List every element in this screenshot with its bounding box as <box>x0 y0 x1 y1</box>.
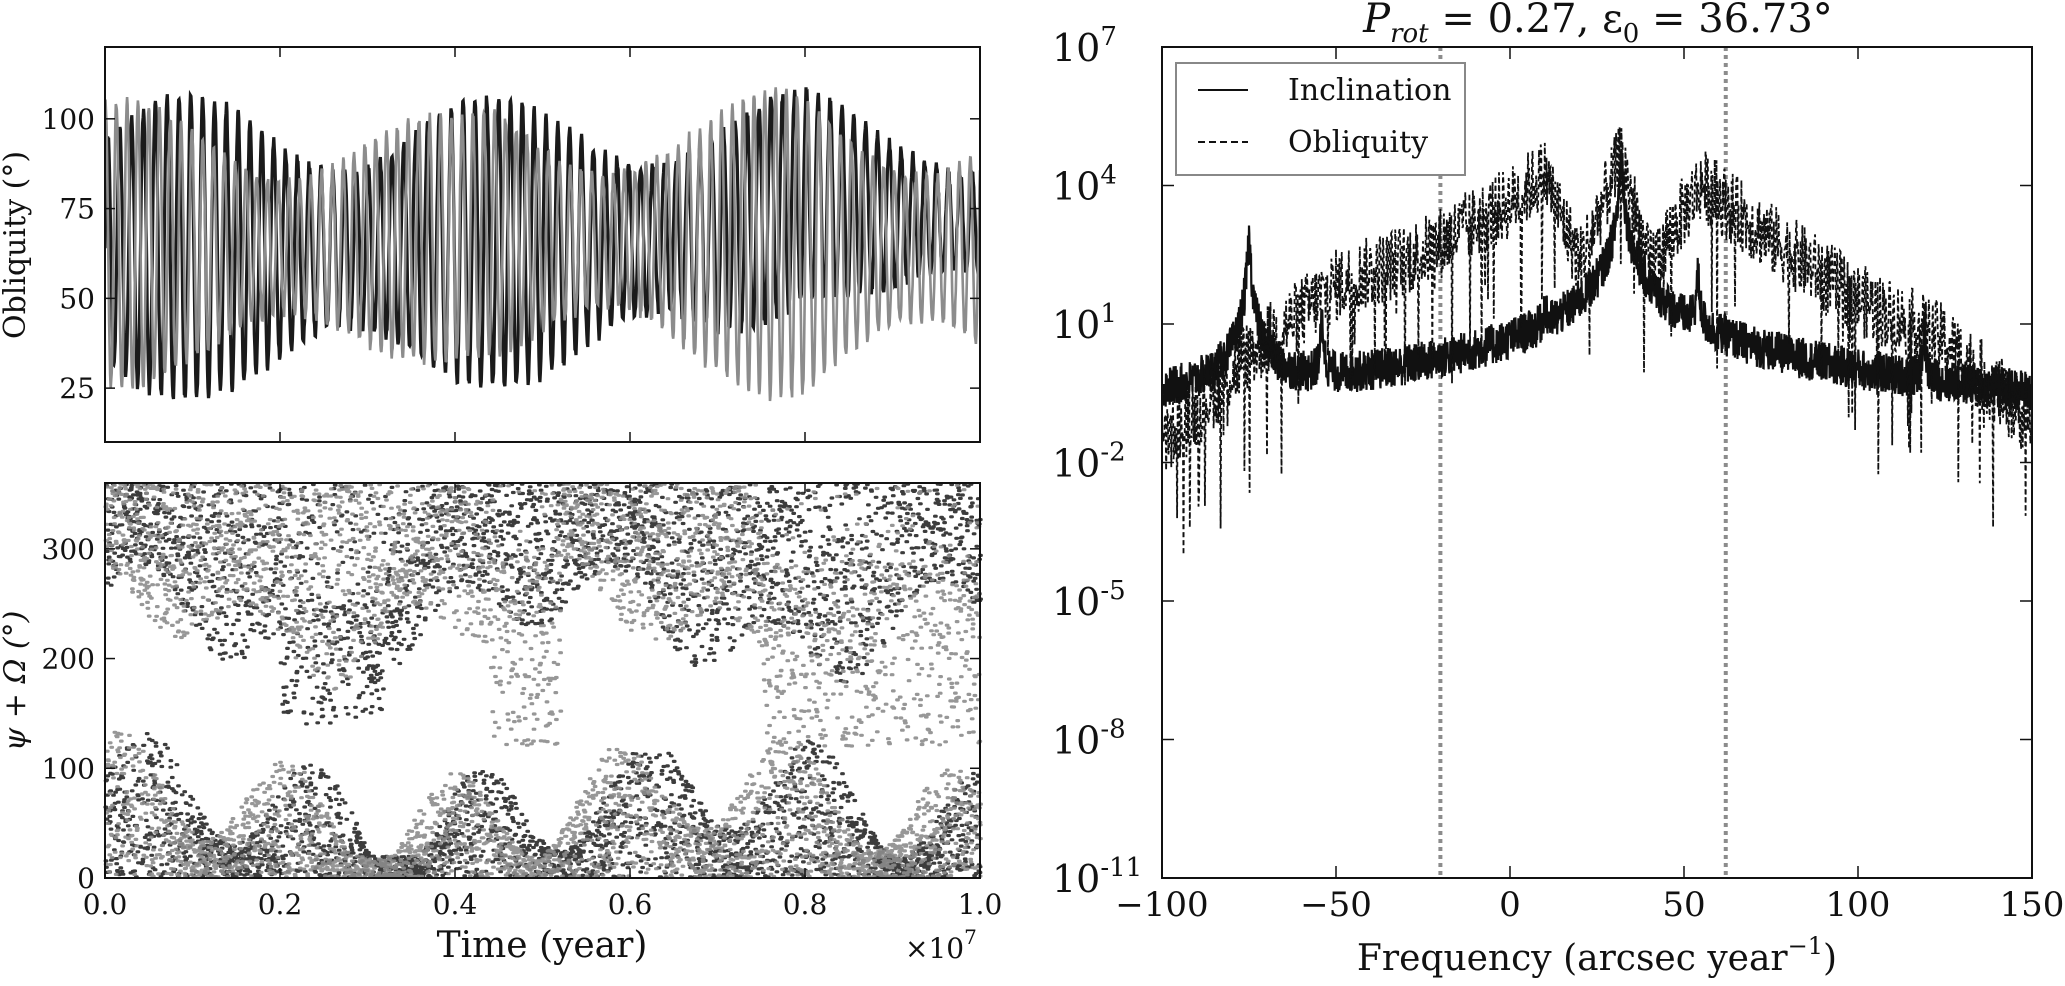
spectrum-y-tick-exponent: 1 <box>1100 299 1117 329</box>
precession-x-tick-label: 0.8 <box>783 888 828 921</box>
spectrum-y-tick-base: 10 <box>1052 580 1100 624</box>
title-rot: rot <box>1390 19 1429 49</box>
precession-plot-frame <box>104 482 981 879</box>
legend-inclination: Inclination <box>1288 73 1451 108</box>
obliquity-y-tick-label: 50 <box>59 282 95 315</box>
obliquity-y-tick-label: 25 <box>59 372 95 405</box>
precession-x-tick-label: 0.2 <box>258 888 303 921</box>
spectrum-y-tick-base: 10 <box>1052 857 1100 901</box>
spectrum-y-tick-exponent: -8 <box>1100 715 1125 745</box>
spectrum-x-tick-label: 100 <box>1826 885 1891 925</box>
spectrum-y-tick-exponent: -5 <box>1100 576 1125 606</box>
time-x-axis-label: Time (year) <box>437 925 648 966</box>
spectrum-legend: Inclination Obliquity <box>1175 62 1466 176</box>
spectrum-title: Prot = 0.27, ε0 = 36.73° <box>1362 0 1833 49</box>
spectrum-x-tick-label: 0 <box>1499 885 1521 925</box>
frequency-x-axis-label: Frequency (arcsec year−1) <box>1357 932 1837 979</box>
x-scale-factor-base: ×10 <box>905 932 964 965</box>
obliquity-y-tick-label: 75 <box>59 193 95 226</box>
legend-box <box>1175 62 1466 176</box>
x-scale-factor: ×107 <box>905 925 977 965</box>
spectrum-x-tick-label: 150 <box>2000 885 2065 925</box>
precession-y-tick-label: 200 <box>42 643 95 676</box>
obliquity-panel: 25 50 75 100 Obliquity (°) <box>0 46 981 443</box>
x-scale-factor-exponent: 7 <box>964 925 977 949</box>
spectrum-x-tick-label: 50 <box>1662 885 1705 925</box>
spectrum-series-group <box>1162 47 2032 878</box>
obliquity-line-gray <box>105 87 980 402</box>
obliquity-ticks: 25 50 75 100 <box>42 47 980 442</box>
obliquity-plot-frame <box>104 46 981 443</box>
spectrum-y-tick-base: 10 <box>1052 165 1100 209</box>
precession-x-tick-label: 0.6 <box>608 888 653 921</box>
spectrum-y-tick-exponent: -11 <box>1100 853 1142 883</box>
spectrum-y-tick-base: 10 <box>1052 442 1100 486</box>
title-zero: 0 <box>1623 19 1640 49</box>
freq-label-sup: −1 <box>1788 932 1823 960</box>
obliquity-spectrum-line <box>1162 127 2032 555</box>
spectrum-y-tick-label: 10-2 <box>1052 438 1126 486</box>
spectrum-y-tick-base: 10 <box>1052 719 1100 763</box>
freq-label-main: Frequency (arcsec year <box>1357 938 1789 979</box>
title-rest: = 0.27, ε <box>1429 0 1623 42</box>
spectrum-y-tick-base: 10 <box>1052 26 1100 70</box>
title-p: P <box>1362 0 1391 42</box>
spectrum-y-tick-base: 10 <box>1052 303 1100 347</box>
freq-label-close: ) <box>1823 938 1837 979</box>
spectrum-y-tick-exponent: -2 <box>1100 438 1125 468</box>
spectrum-x-tick-label: −50 <box>1300 885 1372 925</box>
precession-x-tick-label: 1.0 <box>958 888 1003 921</box>
obliquity-y-axis-label: Obliquity (°) <box>0 151 33 339</box>
precession-y-tick-label: 300 <box>42 533 95 566</box>
legend-obliquity: Obliquity <box>1288 125 1428 160</box>
precession-y-tick-label: 0 <box>77 862 95 895</box>
spectrum-y-tick-label: 101 <box>1052 299 1117 347</box>
spectrum-x-tick-label: −100 <box>1115 885 1208 925</box>
inclination-spectrum-line <box>1162 150 2032 412</box>
spectrum-y-tick-label: 10-5 <box>1052 576 1126 624</box>
obliquity-series-group <box>105 87 980 402</box>
precession-ticks: 0 100 200 300 0.0 0.2 0.4 0.6 0.8 1.0 <box>42 483 1003 921</box>
precession-x-tick-label: 0.0 <box>83 888 128 921</box>
spectrum-y-tick-label: 10-8 <box>1052 715 1126 763</box>
spectrum-y-tick-label: 107 <box>1052 22 1117 70</box>
precession-y-axis-label: ψ + Ω (°) <box>0 611 33 752</box>
obliquity-y-tick-label: 100 <box>42 103 95 136</box>
precession-x-tick-label: 0.4 <box>433 888 478 921</box>
title-end: = 36.73° <box>1639 0 1832 42</box>
precession-y-tick-label: 100 <box>42 752 95 785</box>
precession-panel: 0 100 200 300 0.0 0.2 0.4 0.6 0.8 1.0 ψ + Ω (°) T… <box>0 482 1003 966</box>
spectrum-y-tick-label: 10-11 <box>1052 853 1142 901</box>
spectrum-y-tick-exponent: 4 <box>1100 161 1117 191</box>
spectrum-y-tick-exponent: 7 <box>1100 22 1117 52</box>
spectrum-y-tick-label: 104 <box>1052 161 1117 209</box>
